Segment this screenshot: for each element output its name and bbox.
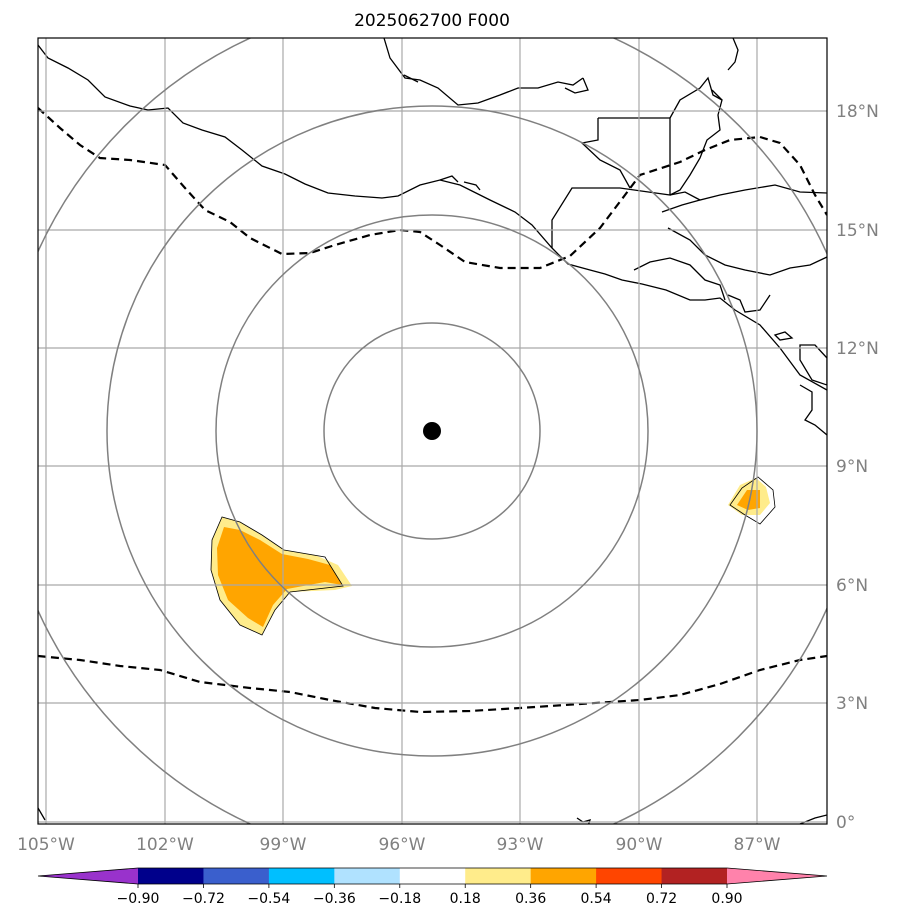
colorbar-swatch [465,868,532,884]
colorbar-extend-high [727,868,827,884]
colorbar-swatch [203,868,270,884]
lat-label: 9°N [836,457,868,477]
colorbar-tick-label: −0.72 [182,891,225,907]
lat-label: 15°N [836,221,879,241]
lat-label: 3°N [836,694,868,714]
range-ring-2 [215,214,649,648]
shaded-region-southeast [728,476,776,525]
gridlines [38,38,827,824]
colorbar-tick-label: 0.36 [515,891,546,907]
map-area [38,38,827,824]
colorbar-tick-label: 0.72 [646,891,677,907]
map-title: 2025062700 F000 [354,11,510,31]
colorbar-tick-label: 0.54 [581,891,612,907]
colorbar-swatch [268,868,335,884]
colorbar-tick-label: −0.18 [378,891,421,907]
range-ring-3 [106,105,758,757]
lon-label: 102°W [136,835,194,855]
colorbar-tick-label: −0.90 [117,891,160,907]
colorbar: −0.90 −0.72 −0.54 −0.36 −0.18 0.18 0.36 0.54 0.7… [37,867,828,907]
lon-label: 93°W [497,835,544,855]
colorbar-swatch [596,868,663,884]
colorbar-swatch [661,868,728,884]
lon-label: 99°W [260,835,307,855]
range-ring-1 [323,322,541,540]
colorbar-tick-label: −0.36 [313,891,356,907]
longitude-labels: 105°W 102°W 99°W 96°W 93°W 90°W 87°W [17,835,781,855]
lon-label: 90°W [616,835,663,855]
colorbar-tick-label: 0.90 [711,891,742,907]
colorbar-swatch [530,868,597,884]
map-frame [37,37,828,825]
colorbar-swatch [334,868,401,884]
dashed-contours [38,107,827,714]
lon-label: 96°W [379,835,426,855]
storm-center-marker [423,422,441,440]
colorbar-swatch [399,868,466,884]
lon-label: 87°W [734,835,781,855]
colorbar-swatch [138,868,204,884]
lat-label: 6°N [836,576,868,596]
lat-label: 12°N [836,339,879,359]
colorbar-tick-label: 0.18 [450,891,481,907]
coastlines [38,38,827,824]
range-rings [38,38,827,824]
lon-label: 105°W [17,835,75,855]
lat-label: 0° [836,813,855,833]
latitude-labels: 18°N 15°N 12°N 9°N 6°N 3°N 0° [836,102,879,833]
colorbar-extend-low [38,868,138,884]
colorbar-tick-label: −0.54 [247,891,290,907]
lat-label: 18°N [836,102,879,122]
